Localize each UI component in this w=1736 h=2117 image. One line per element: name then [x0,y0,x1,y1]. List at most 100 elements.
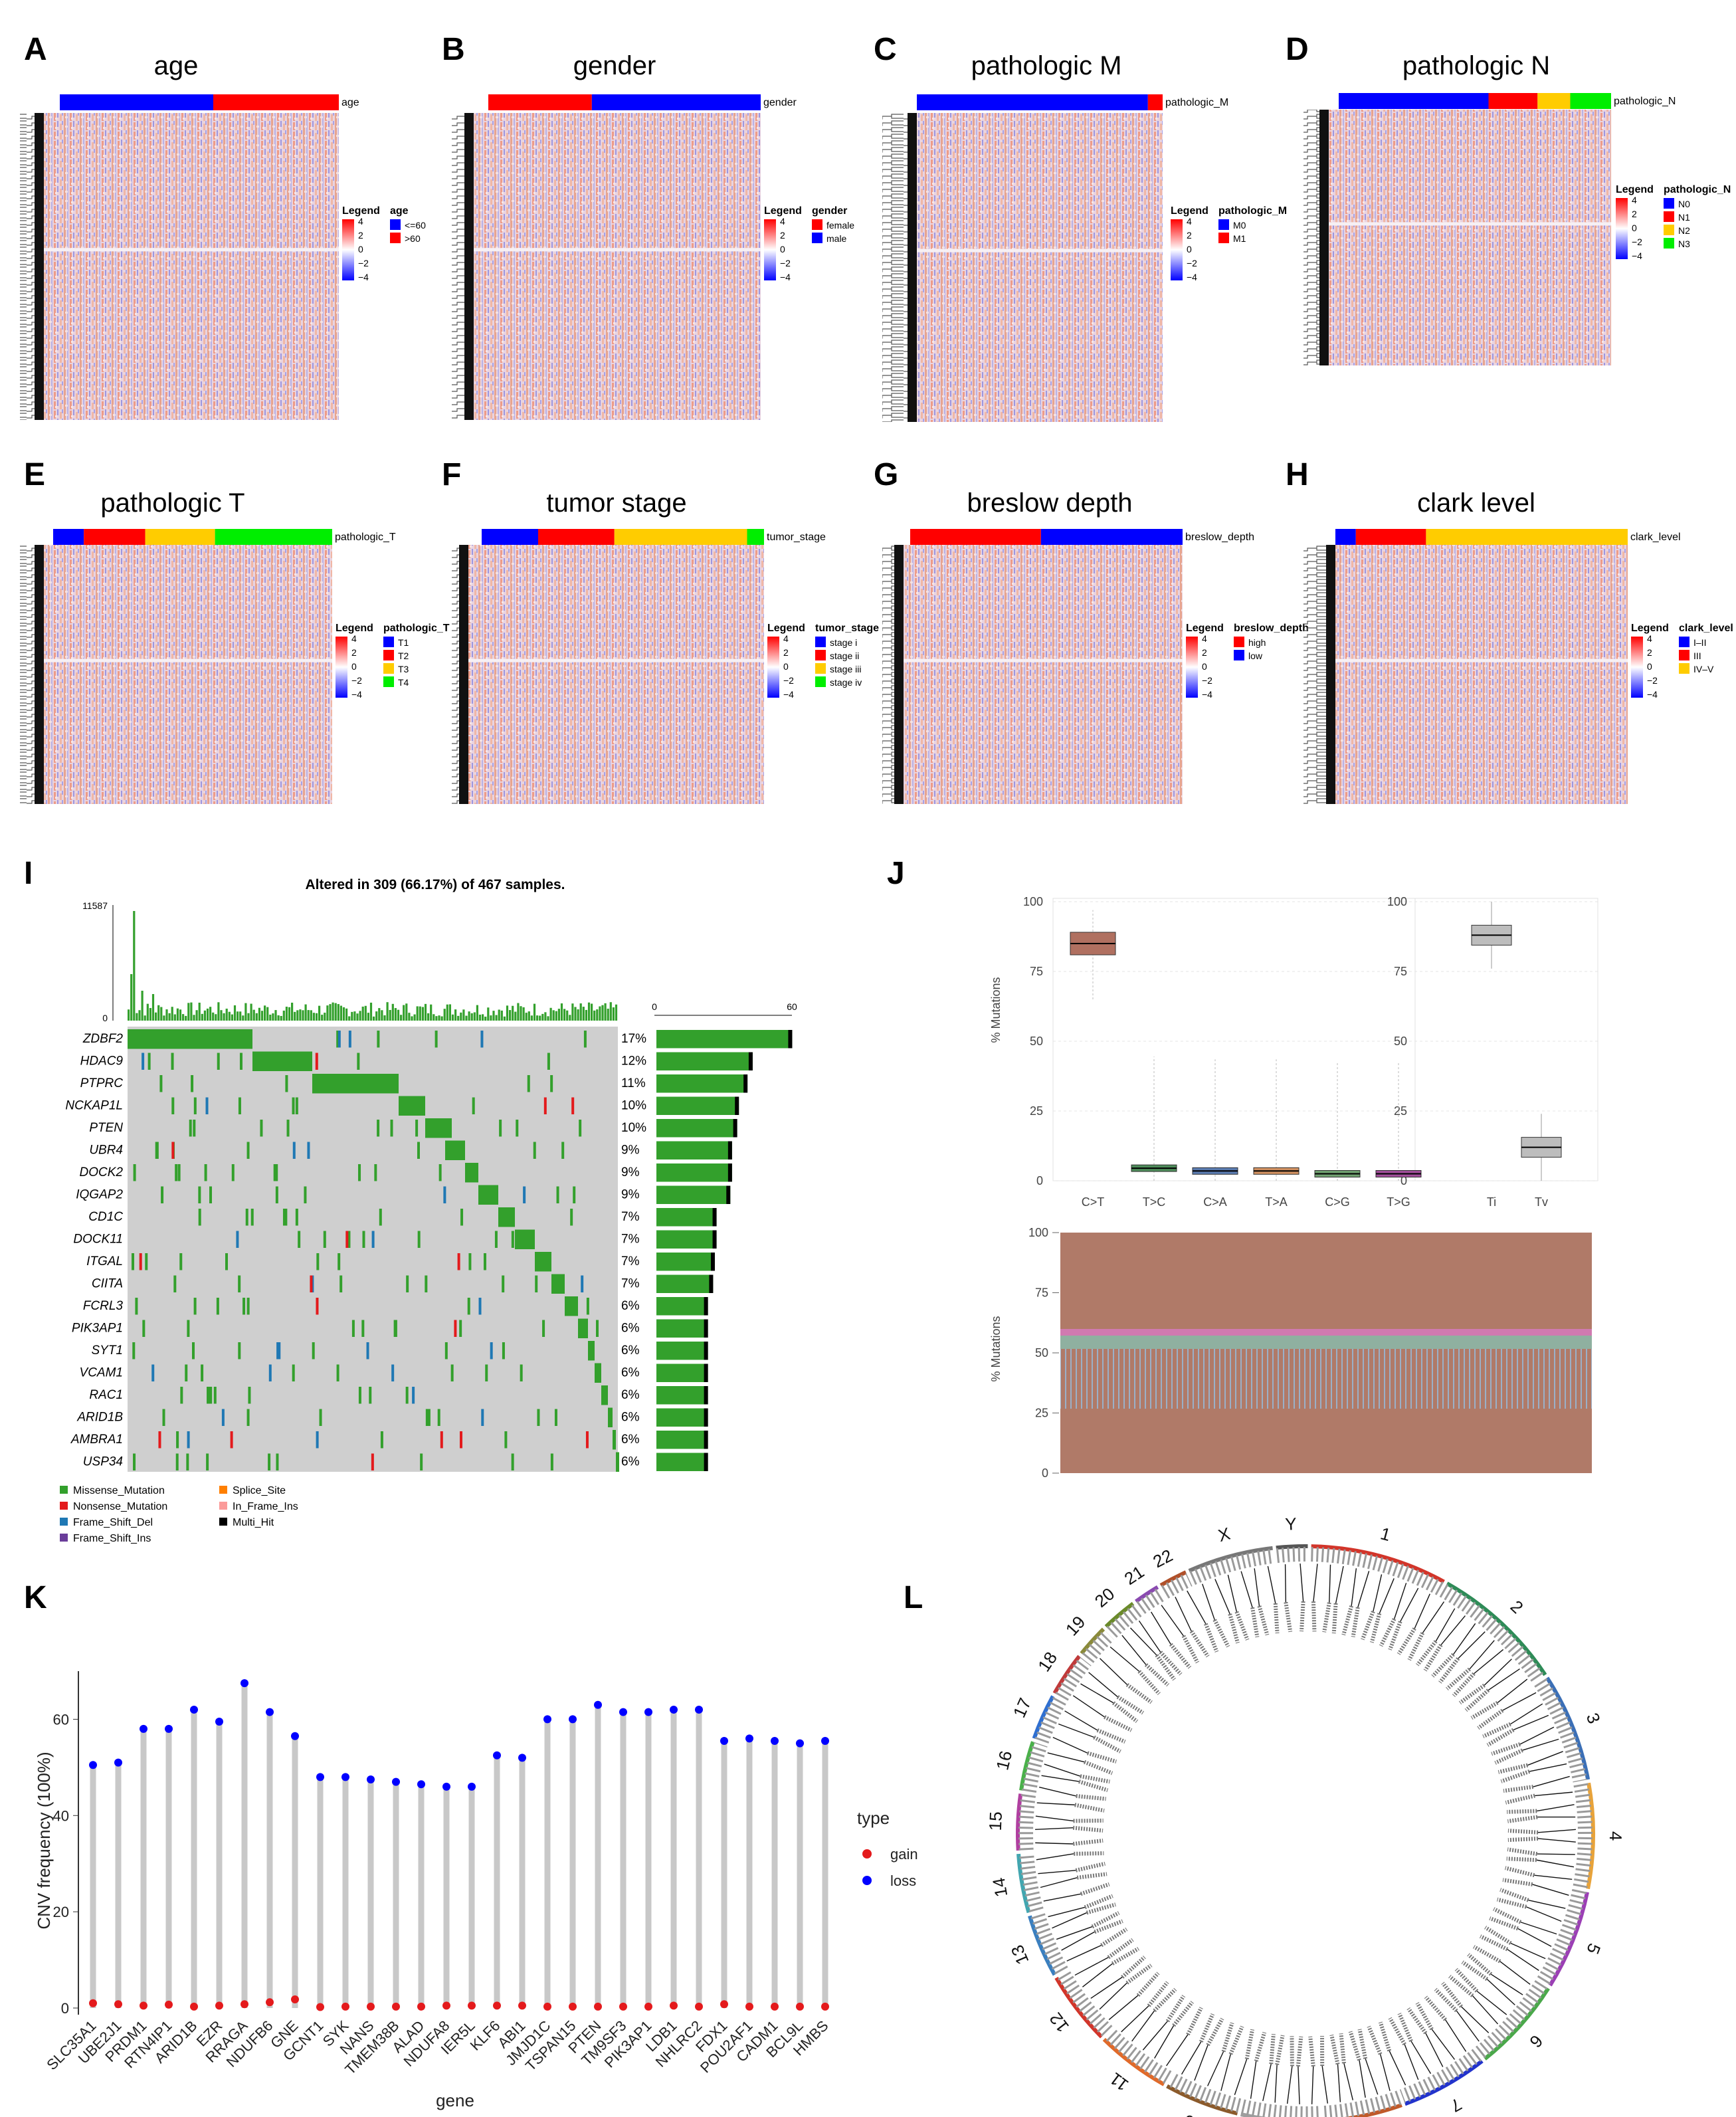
tmb-bar [506,1005,509,1021]
tmb-bar [563,1009,566,1021]
gain-point [543,2002,551,2011]
legend-swatch [219,1502,227,1510]
gene-label-marks [1446,1667,1471,1690]
gain-point [771,2002,779,2011]
gene-label-marks [1116,1695,1145,1715]
multi-hit-segment [704,1408,708,1427]
gene-label-marks [1379,1618,1397,1647]
class-label: T>A [1265,1195,1288,1209]
gene-percent: 6% [621,1411,640,1425]
class-label: T>C [1143,1195,1166,1209]
gene-label-marks [1472,1945,1501,1964]
gene-label-marks [1397,1627,1416,1655]
mutation-cell [162,1409,165,1426]
mutation-cell [520,1364,523,1381]
tmb-bar [274,1010,277,1021]
mutation-cell [246,1298,250,1315]
ideogram-band [1276,1547,1308,1563]
legend-level-label: male [826,233,847,244]
loss-point [720,1737,728,1746]
heatmap-gap [474,248,761,252]
heatmap-gap [44,658,332,662]
mutation-cell [427,1409,431,1426]
heatmap-gap [1335,658,1628,662]
ideogram-band [1055,1657,1092,1701]
mutation-cell [292,1364,295,1381]
mutation-cell [467,1298,470,1315]
mutation-cell [310,1275,313,1292]
tmb-bar [203,1010,206,1021]
multi-hit-segment [710,1253,715,1271]
mutation-cell [323,1231,326,1248]
gene-label-marks [1397,2013,1413,2042]
tmb-bar [304,1004,307,1021]
tmb-bar [285,1007,288,1021]
gene-label-marks [1086,1751,1117,1764]
tmb-bar [435,1016,438,1021]
legend-label: Nonsense_Mutation [73,1501,167,1512]
gene-mutation-bar [656,1408,708,1427]
legend-swatch [383,637,394,647]
tmb-bar [541,1013,544,1021]
gene-label-marks [1086,1902,1116,1915]
mutation-cell [377,1120,380,1137]
tmb-bar [342,1007,345,1021]
gene-connector [1052,1912,1087,1929]
legend-level-label: low [1248,651,1263,661]
chromosome-arc [1545,1676,1591,1780]
heatmap-title: gender [573,51,656,80]
mutation-cell [345,1231,349,1248]
gene-percent: 6% [621,1344,640,1358]
mutation-cell [248,1387,251,1404]
mutation-cell [176,1431,179,1449]
gene-connector [1537,1804,1575,1812]
gene-bar-axis-min: 0 [652,1001,657,1012]
gene-label-marks [1204,1623,1219,1653]
gene-label-marks [1169,1643,1192,1669]
chromosome-arc [1102,2037,1165,2086]
legend-swatch [1679,637,1689,647]
gene-label-marks [1378,2021,1392,2052]
loss-point [392,1777,400,1786]
gene-mutation-bar [656,1431,708,1449]
tmb-bar [225,1008,228,1021]
gene-label-marks [1415,2001,1434,2031]
gene-connector [1458,1631,1486,1659]
gene-label-marks [1094,1919,1123,1934]
gene-percent: 12% [621,1055,646,1068]
heatmap-legend: Legend pathologic_M 4 2 0 −2 −4 M0 M1 [1171,205,1287,282]
color-scale-tick: 4 [780,216,785,227]
gene-connector [1389,2051,1406,2086]
mutation-cell [494,1231,498,1248]
tmb-bar [272,1013,274,1021]
gene-label-marks [1423,1643,1443,1672]
tmb-bar [260,1011,264,1021]
mutation-cell [193,1298,197,1315]
gene-percent: 7% [621,1255,640,1268]
mutation-cell [238,1275,241,1292]
gene-connector [1335,1565,1344,1604]
mutation-cell [377,1031,380,1048]
tmb-bar [585,1009,587,1021]
mutation-block [565,1296,578,1316]
annotation-segment-stage ii [538,529,615,545]
mutation-block [425,1118,452,1138]
tmb-bar [190,1002,193,1021]
legend-swatch [1218,219,1229,230]
gene-label-marks [1228,2025,1244,2055]
legend-swatch [812,219,822,230]
loss-point [518,1754,526,1762]
color-scale-bar [1616,198,1628,259]
legend-label: Multi_Hit [233,1517,274,1528]
annotation-segment-male [591,94,761,110]
legend-level-label: <=60 [405,220,426,231]
mutation-cell [132,1342,136,1360]
legend-swatch [60,1534,68,1542]
gene-label-marks [1424,1995,1447,2021]
tmb-bar [394,1008,397,1021]
gene-label-marks [1496,1897,1527,1909]
chromosome-label: 16 [992,1749,1016,1772]
gene-connector [1513,1714,1549,1731]
tmb-bar [217,1002,220,1021]
dendrogram-leaves [1326,545,1335,804]
